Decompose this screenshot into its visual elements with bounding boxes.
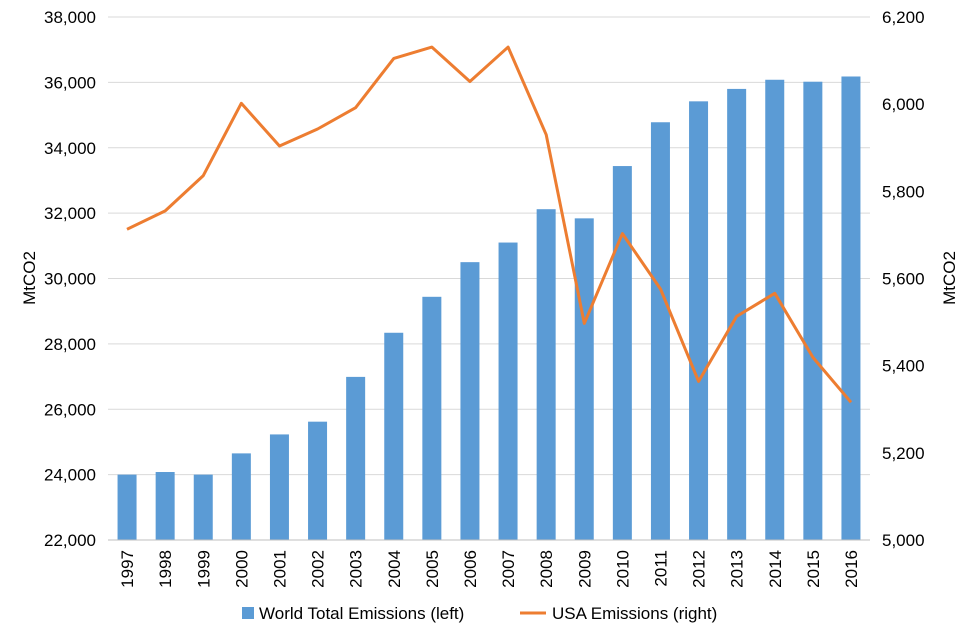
y-axis-left-title: MtCO2 bbox=[20, 251, 39, 305]
gridlines bbox=[108, 16, 870, 476]
legend-label-usa: USA Emissions (right) bbox=[552, 604, 717, 623]
y-axis-left-tick-label: 24,000 bbox=[44, 466, 96, 485]
bar-2006 bbox=[460, 262, 480, 540]
legend: World Total Emissions (left) USA Emissio… bbox=[242, 604, 717, 623]
x-axis-tick-label: 2005 bbox=[423, 550, 442, 588]
x-axis-tick-label: 2007 bbox=[499, 550, 518, 588]
bar-2001 bbox=[269, 434, 289, 540]
y-axis-right-tick-label: 6,000 bbox=[882, 95, 925, 114]
y-axis-right-tick-label: 5,600 bbox=[882, 270, 925, 289]
x-axis-tick-label: 2010 bbox=[613, 550, 632, 588]
y-axis-left-tick-label: 36,000 bbox=[44, 73, 96, 92]
bar-2012 bbox=[689, 101, 709, 541]
bar-2005 bbox=[422, 296, 442, 540]
x-axis-tick-label: 1998 bbox=[156, 550, 175, 588]
bar-2015 bbox=[803, 81, 823, 540]
bar-2004 bbox=[384, 332, 404, 540]
bar-2011 bbox=[650, 122, 670, 540]
x-axis-tick-label: 2001 bbox=[270, 550, 289, 588]
x-axis-tick-label: 2003 bbox=[347, 550, 366, 588]
x-axis-tick-label: 2015 bbox=[804, 550, 823, 588]
y-axis-left-tick-label: 30,000 bbox=[44, 270, 96, 289]
x-axis-tick-label: 2000 bbox=[232, 550, 251, 588]
bar-1999 bbox=[193, 474, 213, 540]
y-axis-right-tick-label: 5,000 bbox=[882, 531, 925, 550]
bar-1997 bbox=[117, 474, 137, 540]
y-axis-right-tick-label: 5,800 bbox=[882, 182, 925, 201]
y-axis-right-title: MtCO2 bbox=[940, 251, 959, 305]
y-axis-left-tick-label: 38,000 bbox=[44, 8, 96, 27]
x-axis-tick-label: 2016 bbox=[842, 550, 861, 588]
bar-2014 bbox=[765, 79, 785, 540]
x-axis-tick-label: 2014 bbox=[766, 550, 785, 588]
y-axis-left-tick-label: 26,000 bbox=[44, 400, 96, 419]
bar-2009 bbox=[574, 218, 594, 541]
bar-series-world bbox=[117, 76, 861, 541]
bar-2016 bbox=[841, 76, 861, 541]
bar-2007 bbox=[498, 242, 518, 540]
x-axis-tick-label: 2012 bbox=[690, 550, 709, 588]
y-axis-left-tick-label: 32,000 bbox=[44, 204, 96, 223]
y-axis-left-tick-labels: 22,000 24,000 26,000 28,000 30,000 32,000 34,0… bbox=[44, 8, 96, 550]
bar-2010 bbox=[612, 166, 632, 540]
bar-2008 bbox=[536, 209, 556, 540]
legend-swatch-world bbox=[242, 607, 254, 619]
usa-emissions-line bbox=[126, 45, 853, 404]
bar-2013 bbox=[727, 88, 747, 540]
bar-2000 bbox=[231, 453, 251, 540]
y-axis-right-tick-label: 6,200 bbox=[882, 8, 925, 27]
bar-1998 bbox=[155, 472, 175, 540]
x-axis-tick-label: 1999 bbox=[194, 550, 213, 588]
x-axis-tick-label: 2011 bbox=[651, 550, 670, 587]
x-axis-tick-label: 2013 bbox=[728, 550, 747, 588]
bar-2003 bbox=[346, 376, 366, 540]
line-series-usa bbox=[126, 45, 853, 404]
y-axis-left-tick-label: 22,000 bbox=[44, 531, 96, 550]
x-axis-tick-label: 2004 bbox=[385, 550, 404, 588]
x-axis-tick-label: 2009 bbox=[575, 550, 594, 588]
x-axis-tick-label: 2006 bbox=[461, 550, 480, 588]
y-axis-left-tick-label: 34,000 bbox=[44, 139, 96, 158]
y-axis-left-tick-label: 28,000 bbox=[44, 335, 96, 354]
x-axis-tick-label: 2002 bbox=[309, 550, 328, 588]
bar-2002 bbox=[308, 421, 328, 540]
y-axis-right-tick-label: 5,400 bbox=[882, 357, 925, 376]
x-axis-tick-label: 1997 bbox=[118, 550, 137, 588]
y-axis-right-tick-labels: 5,000 5,200 5,400 5,600 5,800 6,000 6,200 bbox=[882, 8, 925, 550]
x-axis-tick-label: 2008 bbox=[537, 550, 556, 588]
legend-label-world: World Total Emissions (left) bbox=[259, 604, 464, 623]
y-axis-right-tick-label: 5,200 bbox=[882, 444, 925, 463]
x-axis-tick-labels: 1997 1998 1999 2000 2001 2002 2003 2004 2005 2006… bbox=[118, 550, 861, 588]
